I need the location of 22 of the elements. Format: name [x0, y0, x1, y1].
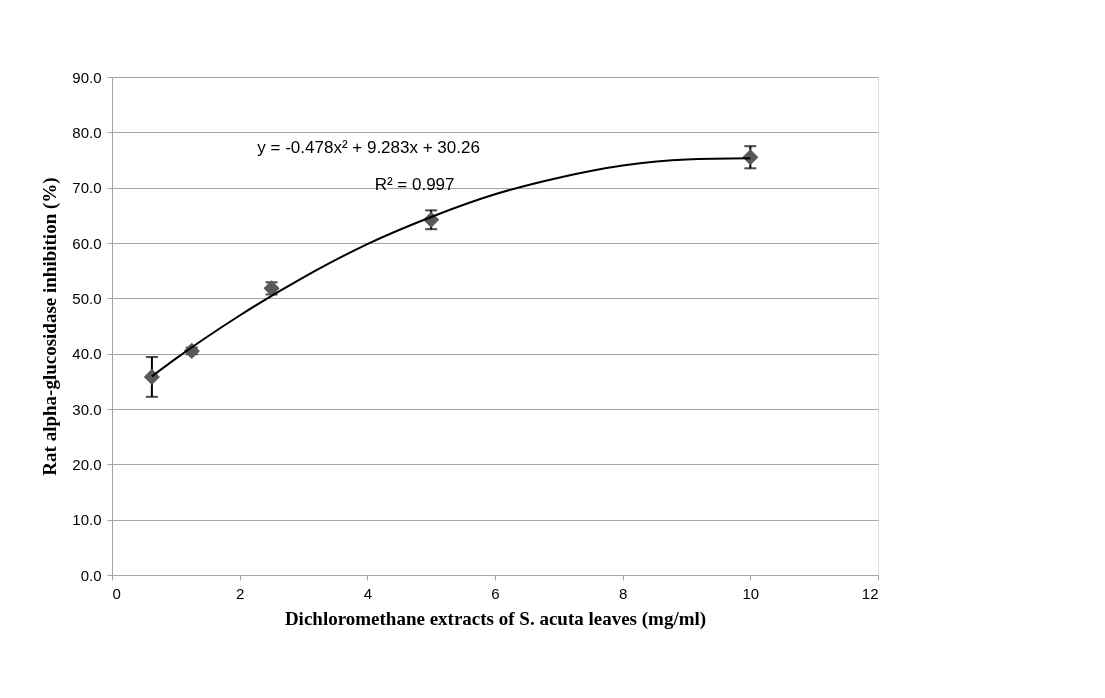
annotation: R² = 0.997 — [374, 174, 455, 194]
y-tick-label: 90.0 — [72, 68, 102, 86]
y-tick-label: 30.0 — [72, 400, 102, 418]
x-tick-label: 0 — [112, 584, 121, 602]
y-tick-label: 70.0 — [72, 179, 102, 197]
x-tick-label: 10 — [742, 584, 760, 602]
y-axis-title: Rat alpha-glucosidase inhibition (%) — [39, 177, 62, 476]
y-tick-label: 10.0 — [72, 511, 102, 529]
y-tick-label: 0.0 — [80, 566, 102, 584]
x-tick-label: 6 — [491, 584, 500, 602]
point — [143, 368, 160, 385]
annotation: y = -0.478x² + 9.283x + 30.26 — [257, 137, 480, 157]
x-tick-label: 8 — [618, 584, 628, 602]
y-tick-label: 20.0 — [72, 455, 102, 473]
y-tick-label: 50.0 — [72, 289, 102, 307]
y-tick-label: 60.0 — [72, 234, 102, 252]
x-axis-title: Dichloromethane extracts of S. acuta leaves (mg/ml) — [284, 607, 707, 630]
x-tick-label: 2 — [235, 584, 245, 602]
x-tick-label: 4 — [363, 584, 373, 602]
y-tick-label: 40.0 — [72, 345, 102, 363]
y-tick-label: 80.0 — [72, 123, 102, 141]
x-tick-label: 12 — [861, 584, 879, 602]
